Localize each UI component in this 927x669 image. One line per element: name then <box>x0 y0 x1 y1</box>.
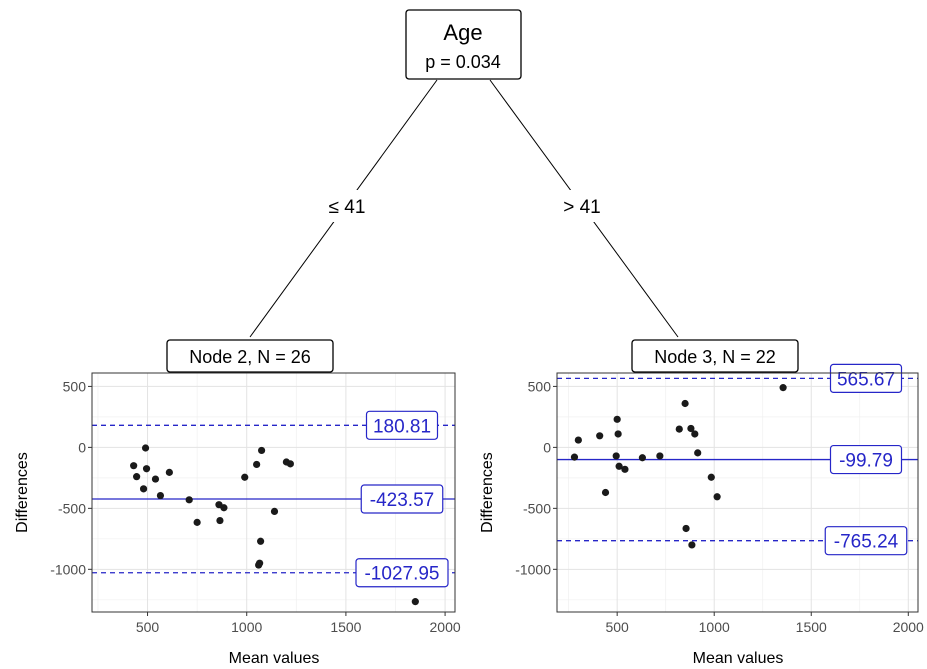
data-point <box>185 496 193 504</box>
edge-right-label: > 41 <box>563 197 601 218</box>
data-point <box>691 430 699 438</box>
node-2-header: Node 2, N = 26 <box>166 339 334 373</box>
data-point <box>601 488 610 497</box>
data-point <box>165 468 173 476</box>
root-pvalue: p = 0.034 <box>425 52 501 72</box>
data-point <box>707 473 715 481</box>
data-point <box>151 475 160 483</box>
data-point <box>656 452 664 460</box>
data-point <box>638 454 646 462</box>
x-tick-label: 500 <box>605 619 629 635</box>
data-point <box>614 430 622 438</box>
reference-label: 565.67 <box>837 369 895 390</box>
data-point <box>570 453 579 461</box>
edge-left-label: ≤ 41 <box>329 197 366 218</box>
reference-label-box <box>824 526 908 556</box>
data-point <box>193 518 201 526</box>
data-point <box>142 465 151 473</box>
data-point <box>141 444 150 452</box>
data-point <box>612 452 620 460</box>
data-point <box>596 432 604 440</box>
y-tick-label: 500 <box>63 378 87 394</box>
root-title: Age <box>443 20 482 45</box>
reference-label-box <box>365 410 439 440</box>
reference-label: -1027.95 <box>364 564 439 585</box>
data-point <box>694 449 702 457</box>
data-point <box>133 473 141 481</box>
data-point <box>621 465 629 473</box>
node-2-label: Node 2, N = 26 <box>189 347 311 367</box>
y-tick-label: -1000 <box>50 561 86 577</box>
data-point <box>257 446 266 455</box>
reference-label: -423.57 <box>370 490 434 511</box>
edge-left-label-bg <box>312 190 382 222</box>
data-point <box>256 559 264 567</box>
y-axis-title: Differences <box>479 452 496 533</box>
data-point <box>615 462 623 470</box>
data-point <box>682 524 690 533</box>
data-point <box>675 425 683 433</box>
x-tick-label: 1500 <box>330 619 361 635</box>
root-node: Age p = 0.034 <box>405 9 522 80</box>
x-tick-label: 1000 <box>699 619 730 635</box>
node-3-header: Node 3, N = 22 <box>631 339 799 373</box>
y-tick-label: 0 <box>543 439 551 455</box>
data-point <box>286 460 294 468</box>
reference-label-box <box>355 558 449 588</box>
x-tick-label: 500 <box>136 619 160 635</box>
data-point <box>130 462 138 470</box>
data-point <box>220 504 228 512</box>
data-point <box>779 384 787 392</box>
data-point <box>713 493 721 501</box>
plot-area <box>557 373 918 612</box>
data-point <box>411 598 419 606</box>
x-tick-label: 2000 <box>430 619 461 635</box>
edge-right-label-bg <box>545 190 619 222</box>
data-point <box>688 541 696 549</box>
plot-border <box>556 372 919 613</box>
y-tick-label: 0 <box>78 439 86 455</box>
data-point <box>216 516 224 525</box>
y-tick-label: 500 <box>528 378 552 394</box>
y-tick-label: -500 <box>523 500 551 516</box>
reference-label-box <box>829 444 903 475</box>
plot-border <box>91 372 456 613</box>
x-tick-label: 1500 <box>796 619 827 635</box>
y-axis-title: Differences <box>14 452 31 533</box>
reference-label-box <box>829 363 903 394</box>
reference-label-box <box>360 484 444 514</box>
reference-label: -99.79 <box>839 451 893 472</box>
data-point <box>687 424 695 433</box>
x-axis-title: Mean values <box>693 650 784 667</box>
reference-label: -765.24 <box>834 532 899 553</box>
data-point <box>253 460 261 469</box>
data-point <box>270 507 279 516</box>
data-point <box>613 415 621 423</box>
x-tick-label: 2000 <box>893 619 924 635</box>
y-tick-label: -500 <box>58 500 86 516</box>
data-point <box>139 485 148 493</box>
y-tick-label: -1000 <box>515 561 551 577</box>
data-point <box>257 537 265 545</box>
node-2-plot: 500 1000 1500 2000 500 0 -500 -1000 180.81 -423.5… <box>14 372 461 667</box>
data-point <box>681 399 689 408</box>
data-point <box>156 491 165 500</box>
x-axis-title: Mean values <box>229 650 320 667</box>
node-3-label: Node 3, N = 22 <box>654 347 776 367</box>
reference-label: 180.81 <box>373 416 431 437</box>
node-3-plot: 500 1000 1500 2000 500 0 -500 -1000 565.67 -99.79… <box>479 363 924 667</box>
x-tick-label: 1000 <box>231 619 262 635</box>
data-point <box>241 473 249 481</box>
data-point <box>574 436 582 444</box>
